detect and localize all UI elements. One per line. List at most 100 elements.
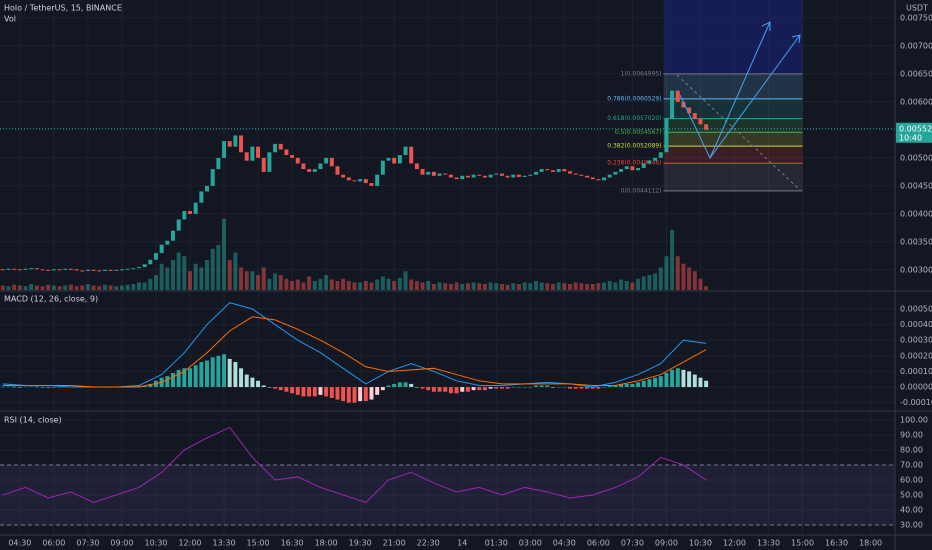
candle-body [375,174,380,186]
volume-bar [136,282,141,290]
candle-body [386,157,391,161]
volume-bar [335,281,340,290]
volume-bar [590,284,595,290]
y-tick-label: 70.00 [900,460,923,469]
candle-body [397,155,402,164]
y-tick-label: -0.0001000 [900,398,932,407]
candle-body [471,174,476,178]
volume-bar [273,273,278,290]
candle-body [443,173,448,175]
macd-histogram-bar [664,372,669,388]
macd-histogram-bar [380,387,385,391]
macd-histogram-bar [528,387,533,388]
volume-bar [460,284,465,290]
y-tick-label: 0.0060000 [900,97,932,106]
volume-bar [551,284,555,290]
macd-histogram-bar [312,387,317,397]
volume-bar [171,260,175,290]
candle-body [199,191,204,203]
candle-body [0,269,5,271]
candle-body [68,268,73,270]
candle-body [80,270,85,272]
volume-bar [386,278,391,290]
candle-body [692,113,697,119]
x-tick-label: 15:00 [791,539,814,548]
volume-bar [613,282,618,290]
macd-histogram-bar [488,387,493,389]
volume-bar [397,278,402,290]
candle-body [607,174,612,178]
arrow-head [761,21,771,31]
macd-histogram-bar [494,387,499,389]
candle-body [460,175,465,180]
volume-bar [511,283,516,290]
candle-body [499,173,504,176]
macd-histogram-bar [499,387,504,389]
macd-histogram-bar [29,386,34,388]
candle-body [675,90,680,102]
volume-bar [210,248,215,290]
macd-histogram-bar [386,385,391,388]
macd-histogram-bar [301,387,306,397]
candle-body [250,146,255,161]
volume-bar [624,281,629,290]
macd-histogram-bar [267,387,272,388]
volume-bar [505,284,510,290]
volume-bar [670,230,675,290]
volume-bar [188,271,192,290]
volume-bar [545,283,550,290]
macd-histogram-bar [341,387,346,402]
macd-histogram-bar [222,354,227,388]
volume-bar [437,282,442,290]
candle-body [159,244,164,254]
volume-bar [6,286,11,290]
volume-bar [556,282,561,290]
macd-histogram-bar [431,387,436,392]
candle-body [301,163,306,170]
candle-body [562,169,567,172]
candle-body [63,268,68,270]
macd-histogram-bar [17,386,22,388]
volume-bar [426,281,431,290]
volume-bar [352,282,357,290]
candle-body [74,269,79,271]
volume-bar [318,278,323,290]
volume-bar [380,276,385,290]
candle-body [318,163,323,170]
candle-body [539,169,544,172]
volume-bar [0,285,5,290]
volume-bar [12,284,17,290]
candle-body [636,167,641,171]
macd-histogram-bar [352,387,357,403]
volume-bar [562,283,567,290]
x-tick-label: 14 [457,539,467,548]
rsi-title: RSI (14, close) [4,416,62,425]
candle-body [533,171,538,175]
macd-histogram-bar [585,387,590,389]
y-tick-label: 30.00 [900,520,923,529]
macd-histogram-bar [573,387,578,389]
volume-bar [375,279,380,290]
candle-body [256,146,261,158]
candle-body [664,118,669,153]
macd-histogram-bar [244,374,249,388]
volume-bar [369,282,374,290]
macd-histogram-bar [233,362,238,388]
candle-body [545,169,550,171]
candle-body [227,141,232,147]
x-tick-label: 06:00 [587,539,610,548]
volume-bar [687,267,692,290]
candle-body [698,118,703,125]
volume-bar [227,260,232,290]
candle-body [624,166,629,170]
macd-histogram-bar [460,387,465,392]
volume-bar [159,263,164,290]
macd-histogram-bar [698,377,703,388]
x-tick-label: 07:30 [76,539,99,548]
candle-body [431,171,436,176]
y-tick-label: 0.0040000 [900,209,932,218]
candle-body [653,157,658,161]
candle-body [307,169,312,172]
volume-bar [414,281,419,290]
macd-histogram-bar [227,358,232,388]
